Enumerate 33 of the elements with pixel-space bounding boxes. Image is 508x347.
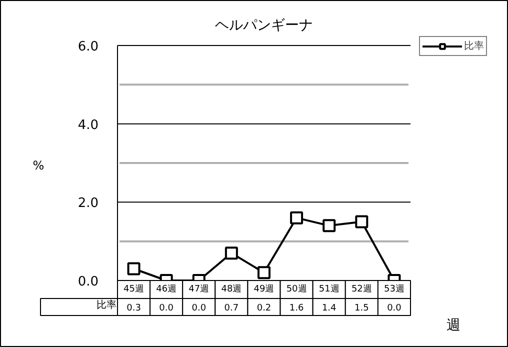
y-tick-label: 6.0 [78,40,99,54]
data-label: 1.5 [354,304,369,314]
legend-label: 比率 [464,40,484,53]
x-tick-label: 52週 [351,284,372,294]
y-tick-label: 0.0 [78,274,99,290]
chart-title: ヘルパンギーナ [215,18,313,34]
data-label: 0.2 [256,304,272,314]
y-axis-title: % [32,158,44,172]
data-label: 0.7 [224,304,239,314]
point [258,266,270,280]
data-label: 1.6 [289,304,304,314]
x-tick-label: 46週 [156,284,177,294]
x-axis-title: 週 [446,318,460,334]
point [127,262,140,276]
data-label: 0.0 [159,304,174,314]
data-label: 0.3 [126,304,141,314]
data-label: 0.0 [192,304,206,314]
point [224,246,238,260]
x-tick-label: 53週 [384,284,404,294]
point [322,219,336,232]
x-tick-label: 48週 [221,284,242,294]
x-tick-label: 49週 [254,284,274,294]
x-tick-label: 47週 [188,284,210,294]
point [290,211,304,224]
x-tick-label: 45週 [124,284,144,294]
data-label: 1.4 [322,304,337,314]
y-tick-label: 2.0 [78,196,99,212]
data-label: 0.0 [387,304,402,314]
text: 比率 [96,300,116,311]
y-tick-label: 4.0 [78,118,99,133]
x-tick-label: 50週 [286,284,307,294]
x-tick-label: 51週 [318,284,340,294]
point [355,215,368,228]
